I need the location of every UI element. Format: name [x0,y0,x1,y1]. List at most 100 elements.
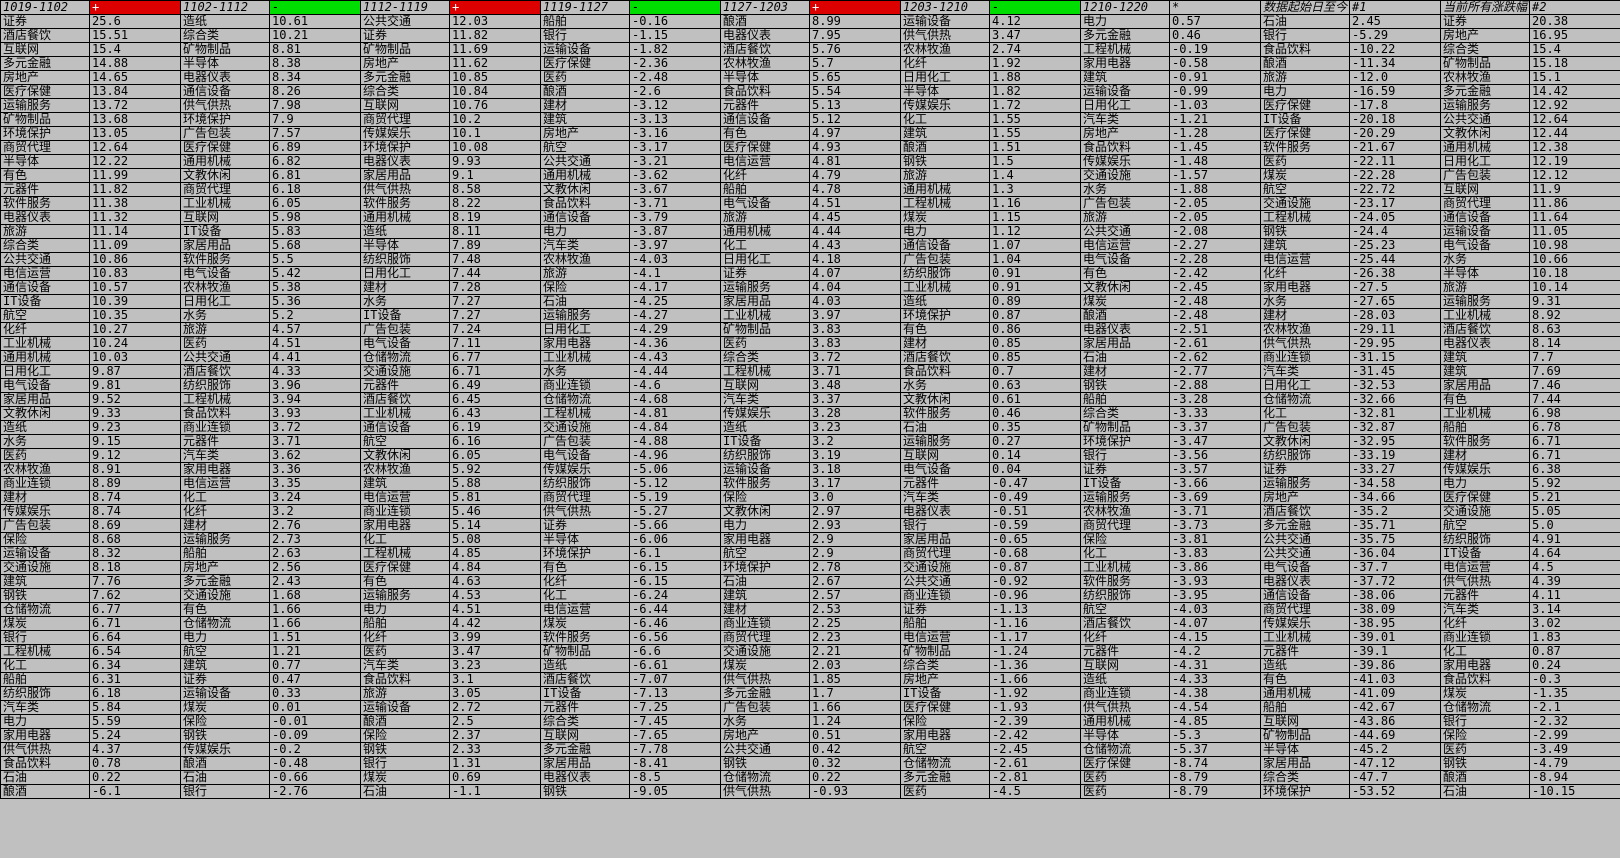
change-value-cell[interactable]: 1.3 [989,182,1081,197]
sector-name-cell[interactable]: 家用电器 [1080,56,1170,71]
change-value-cell[interactable]: 6.82 [269,154,361,169]
change-value-cell[interactable]: -41.09 [1349,686,1441,701]
change-value-cell[interactable]: 5.38 [269,280,361,295]
change-value-cell[interactable]: -0.3 [1529,672,1620,687]
change-value-cell[interactable]: 12.22 [89,154,181,169]
change-value-cell[interactable]: -1.57 [1169,168,1261,183]
change-value-cell[interactable]: 1.5 [989,154,1081,169]
change-value-cell[interactable]: -2.88 [1169,378,1261,393]
change-value-cell[interactable]: 4.64 [1529,546,1620,561]
sector-name-cell[interactable]: 通用机械 [1080,714,1170,729]
change-value-cell[interactable]: 2.78 [809,560,901,575]
change-value-cell[interactable]: -8.41 [629,756,721,771]
sector-name-cell[interactable]: 建筑 [1440,364,1530,379]
sector-name-cell[interactable]: 仓储物流 [1440,700,1530,715]
sector-name-cell[interactable]: 通用机械 [1440,140,1530,155]
sector-name-cell[interactable]: 传媒娱乐 [1440,462,1530,477]
sector-name-cell[interactable]: 供气供热 [1440,574,1530,589]
change-value-cell[interactable]: 4.07 [809,266,901,281]
change-value-cell[interactable]: 1.82 [989,84,1081,99]
change-value-cell[interactable]: -6.1 [89,784,181,799]
sector-name-cell[interactable]: 商贸代理 [720,630,810,645]
change-value-cell[interactable]: -6.06 [629,532,721,547]
sector-name-cell[interactable]: 煤炭 [180,700,270,715]
sector-name-cell[interactable]: 商贸代理 [0,140,90,155]
change-value-cell[interactable]: 5.0 [1529,518,1620,533]
change-value-cell[interactable]: -8.5 [629,770,721,785]
sector-name-cell[interactable]: 软件服务 [1080,574,1170,589]
change-value-cell[interactable]: -4.38 [1169,686,1261,701]
sector-name-cell[interactable]: 医疗保健 [1440,490,1530,505]
period-flag[interactable]: + [809,0,901,15]
sector-name-cell[interactable]: 公共交通 [900,574,990,589]
change-value-cell[interactable]: 0.01 [269,700,361,715]
sector-name-cell[interactable]: 有色 [1260,672,1350,687]
sector-name-cell[interactable]: 建材 [540,98,630,113]
sector-name-cell[interactable]: 工业机械 [720,308,810,323]
change-value-cell[interactable]: -4.85 [1169,714,1261,729]
change-value-cell[interactable]: 4.44 [809,224,901,239]
sector-name-cell[interactable]: IT设备 [540,686,630,701]
sector-name-cell[interactable]: 航空 [900,742,990,757]
change-value-cell[interactable]: 3.18 [809,462,901,477]
change-value-cell[interactable]: -6.15 [629,560,721,575]
sector-name-cell[interactable]: 有色 [1080,266,1170,281]
table-row[interactable]: 航空 10.35 水务 5.2 IT设备 7.27 运输服务 -4.27 工业机械 3.97 环境保… [0,308,1620,323]
change-value-cell[interactable]: -2.48 [1169,294,1261,309]
change-value-cell[interactable]: -2.08 [1169,224,1261,239]
sector-name-cell[interactable]: IT设备 [900,686,990,701]
change-value-cell[interactable]: 7.89 [449,238,541,253]
table-row[interactable]: 食品饮料 0.78 酿酒 -0.48 银行 1.31 家居用品 -8.41 钢铁 0.32 仓储物流… [0,756,1620,771]
sector-name-cell[interactable]: 半导体 [0,154,90,169]
change-value-cell[interactable]: -1.16 [989,616,1081,631]
change-value-cell[interactable]: 4.18 [809,252,901,267]
change-value-cell[interactable]: 3.83 [809,336,901,351]
change-value-cell[interactable]: -3.37 [1169,420,1261,435]
change-value-cell[interactable]: 2.76 [269,518,361,533]
change-value-cell[interactable]: 15.4 [1529,42,1620,57]
sector-name-cell[interactable]: 有色 [1440,392,1530,407]
change-value-cell[interactable]: 1.68 [269,588,361,603]
period-header[interactable]: 1203-1210 [900,0,990,15]
change-value-cell[interactable]: -2.62 [1169,350,1261,365]
change-value-cell[interactable]: -20.18 [1349,112,1441,127]
change-value-cell[interactable]: 6.34 [89,658,181,673]
change-value-cell[interactable]: 8.58 [449,182,541,197]
change-value-cell[interactable]: 4.79 [809,168,901,183]
sector-name-cell[interactable]: 电器仪表 [1080,322,1170,337]
sector-name-cell[interactable]: 工程机械 [900,196,990,211]
change-value-cell[interactable]: -6.44 [629,602,721,617]
change-value-cell[interactable]: -20.29 [1349,126,1441,141]
table-row[interactable]: 运输服务 13.72 供气供热 7.98 互联网 10.76 建材 -3.12 元器件 5.13 传… [0,98,1620,113]
change-value-cell[interactable]: -0.2 [269,742,361,757]
change-value-cell[interactable]: -4.31 [1169,658,1261,673]
change-value-cell[interactable]: 5.88 [449,476,541,491]
sector-name-cell[interactable]: 交通设施 [180,588,270,603]
sector-name-cell[interactable]: 运输服务 [1440,294,1530,309]
change-value-cell[interactable]: 3.94 [269,392,361,407]
sector-name-cell[interactable]: 工业机械 [1260,630,1350,645]
change-value-cell[interactable]: 0.61 [989,392,1081,407]
sector-name-cell[interactable]: 广告包装 [900,252,990,267]
table-row[interactable]: 有色 11.99 文教休闲 6.81 家居用品 9.1 通用机械 -3.62 化纤 4.79 旅游 1… [0,168,1620,183]
sector-name-cell[interactable]: 酒店餐饮 [900,350,990,365]
sector-name-cell[interactable]: 商贸代理 [180,182,270,197]
sector-name-cell[interactable]: 公共交通 [1260,546,1350,561]
sector-name-cell[interactable]: 商业连锁 [900,588,990,603]
change-value-cell[interactable]: 3.24 [269,490,361,505]
sector-name-cell[interactable]: 房地产 [360,56,450,71]
sector-name-cell[interactable]: 船舶 [360,616,450,631]
change-value-cell[interactable]: 3.05 [449,686,541,701]
table-row[interactable]: 房地产 14.65 电器仪表 8.34 多元金融 10.85 医药 -2.48 半导体 5.65 日… [0,70,1620,85]
sector-name-cell[interactable]: 化工 [1260,406,1350,421]
change-value-cell[interactable]: -4.79 [1529,756,1620,771]
change-value-cell[interactable]: 2.03 [809,658,901,673]
change-value-cell[interactable]: 12.38 [1529,140,1620,155]
change-value-cell[interactable]: -0.49 [989,490,1081,505]
sector-name-cell[interactable]: 互联网 [1440,182,1530,197]
sector-name-cell[interactable]: 文教休闲 [0,406,90,421]
sector-name-cell[interactable]: 纺织服饰 [180,378,270,393]
change-value-cell[interactable]: -3.87 [629,224,721,239]
change-value-cell[interactable]: 0.42 [809,742,901,757]
sector-name-cell[interactable]: 化纤 [1080,630,1170,645]
